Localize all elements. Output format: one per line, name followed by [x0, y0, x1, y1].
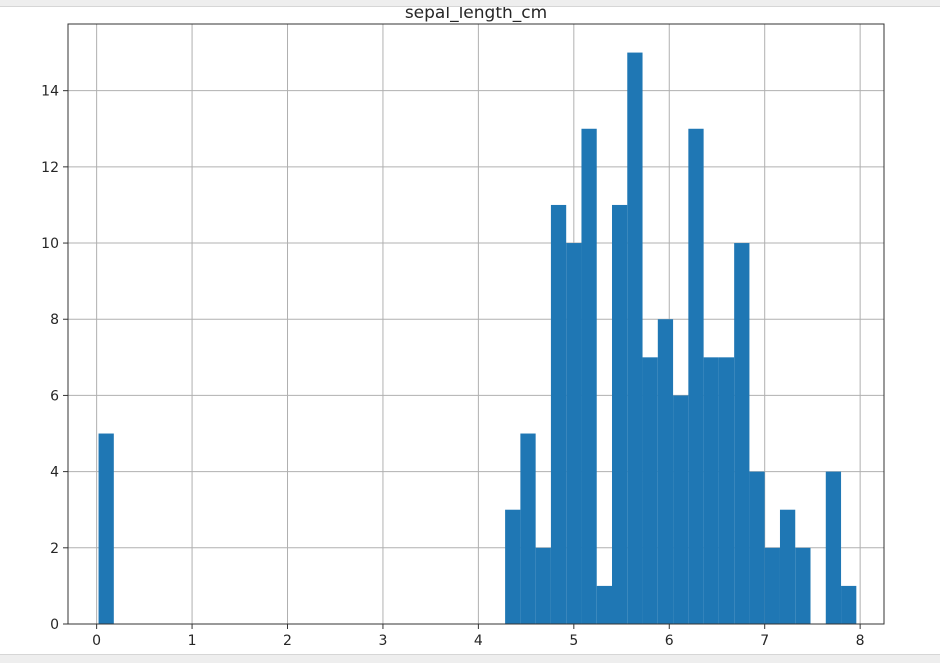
histogram-bar [596, 585, 612, 624]
y-tick-label: 10 [41, 236, 59, 252]
y-axis-ticks: 0 2 4 6 8 10 12 14 [41, 84, 68, 633]
y-tick-label: 12 [41, 160, 59, 176]
x-tick-label: 1 [188, 633, 197, 649]
histogram-bar [718, 357, 735, 624]
histogram-bar [779, 509, 796, 624]
chart-title: sepal_length_cm [405, 3, 547, 23]
histogram-bar [749, 471, 765, 624]
histogram-bar [841, 585, 857, 624]
y-tick-label: 8 [50, 312, 59, 328]
x-axis-ticks: 0 1 2 3 4 5 6 7 8 [92, 624, 865, 649]
plot-frame [67, 23, 885, 625]
y-tick-label: 14 [41, 84, 59, 100]
bars [98, 52, 857, 625]
x-tick-label: 7 [760, 633, 769, 649]
histogram-bar [520, 433, 536, 624]
histogram-bar [795, 547, 811, 624]
x-tick-label: 5 [569, 633, 578, 649]
histogram-bar [535, 547, 551, 624]
histogram-bar [612, 204, 628, 624]
histogram-bar [734, 243, 750, 625]
histogram-bar [581, 128, 597, 624]
histogram-bar [657, 319, 674, 624]
y-tick-label: 6 [50, 388, 59, 404]
top-strip [0, 0, 940, 7]
bottom-strip [0, 654, 940, 663]
histogram-bar [550, 204, 567, 624]
x-tick-label: 6 [665, 633, 674, 649]
x-tick-label: 0 [92, 633, 101, 649]
histogram-bar [703, 357, 719, 624]
x-tick-label: 3 [378, 633, 387, 649]
y-tick-label: 0 [50, 617, 59, 633]
histogram-bar [825, 471, 842, 624]
y-tick-label: 2 [50, 541, 59, 557]
x-tick-label: 8 [856, 633, 865, 649]
histogram-bar [673, 395, 689, 624]
histogram-bar [505, 509, 521, 624]
histogram-bar [98, 433, 114, 624]
y-tick-label: 4 [50, 465, 59, 481]
histogram-bar [764, 547, 780, 624]
histogram-bar [688, 128, 704, 624]
histogram-bar [642, 357, 658, 624]
histogram-bar [627, 52, 643, 625]
x-tick-label: 4 [474, 633, 483, 649]
x-tick-label: 2 [283, 633, 292, 649]
histogram-bar [566, 243, 582, 625]
